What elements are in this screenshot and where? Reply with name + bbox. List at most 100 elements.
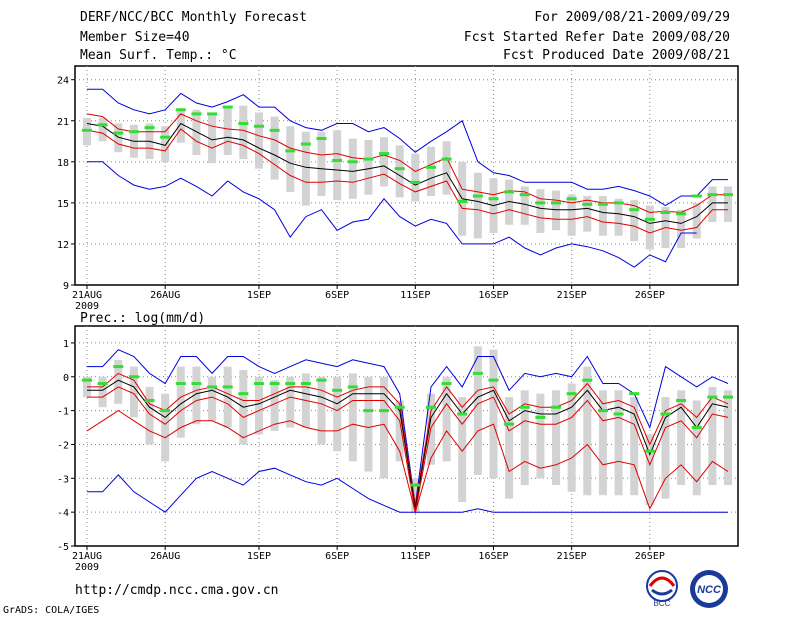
ensemble-box — [114, 123, 123, 153]
ensemble-box — [692, 400, 701, 496]
ensemble-box — [176, 108, 185, 143]
ensemble-box — [645, 205, 654, 250]
ensemble-box — [442, 376, 451, 462]
ensemble-box — [661, 397, 670, 499]
ensemble-box — [333, 130, 342, 201]
ensemble-box — [286, 376, 295, 428]
series-line-lower-red2 — [86, 410, 729, 515]
ensemble-box — [708, 386, 717, 486]
y-tick-label: -2 — [57, 440, 69, 451]
forecast-period: For 2009/08/21-2009/09/29 — [534, 10, 730, 25]
ensemble-box — [317, 376, 326, 445]
y-tick-label: 9 — [63, 281, 69, 292]
member-size: Member Size=40 — [80, 30, 190, 45]
x-tick-label: 1SEP — [247, 290, 271, 301]
x-tick-label: 16SEP — [478, 551, 508, 562]
ensemble-box — [724, 186, 732, 223]
ensemble-box — [223, 108, 232, 155]
x-tick-label: 21AUG — [72, 551, 102, 562]
ensemble-box — [395, 145, 404, 198]
ensemble-box — [239, 105, 248, 160]
y-tick-label: 21 — [57, 117, 69, 128]
ensemble-box — [192, 109, 201, 155]
ensemble-box — [583, 366, 592, 496]
ensemble-box — [724, 390, 732, 486]
ensemble-box — [426, 146, 435, 197]
series-line-max — [87, 349, 729, 506]
ensemble-box — [630, 200, 639, 242]
ensemble-box — [161, 126, 170, 162]
x-tick-label: 26AUG — [150, 551, 180, 562]
ensemble-box — [598, 196, 607, 236]
ensemble-box — [301, 131, 310, 206]
y-tick-label: 24 — [57, 76, 69, 87]
ensemble-box — [348, 373, 357, 462]
y-tick-label: -3 — [57, 474, 69, 485]
ensemble-box — [473, 172, 482, 239]
year-label: 2009 — [75, 562, 99, 573]
ensemble-box — [489, 349, 498, 479]
ensemble-box — [145, 386, 154, 445]
ensemble-box — [677, 390, 686, 486]
series-line-median — [87, 379, 729, 509]
y-tick-label: -1 — [57, 407, 69, 418]
ensemble-box — [520, 186, 529, 225]
bcc-logo: BCC — [646, 570, 678, 608]
y-tick-label: -4 — [57, 508, 69, 519]
ensemble-box — [567, 383, 576, 492]
footer-url[interactable]: http://cmdp.ncc.cma.gov.cn — [75, 583, 279, 598]
x-tick-label: 16SEP — [478, 290, 508, 301]
ensemble-box — [645, 434, 654, 506]
y-tick-label: 18 — [57, 158, 69, 169]
ensemble-box — [333, 376, 342, 452]
y-tick-label: -5 — [57, 542, 69, 553]
ensemble-box — [614, 198, 623, 236]
ensemble-box — [395, 400, 404, 462]
ensemble-box — [176, 366, 185, 438]
series-line-upper-red — [87, 372, 729, 506]
x-tick-label: 26AUG — [150, 290, 180, 301]
ensemble-box — [129, 366, 138, 418]
ensemble-box — [505, 179, 514, 225]
series-line-median — [86, 122, 728, 224]
ensemble-box — [161, 393, 170, 462]
ensemble-box — [505, 397, 514, 499]
ensemble-box — [270, 116, 279, 180]
ensemble-box — [630, 397, 639, 496]
x-tick-label: 1SEP — [247, 551, 271, 562]
series-line-min — [87, 467, 728, 513]
ensemble-box — [552, 390, 561, 486]
x-tick-label: 26SEP — [635, 290, 665, 301]
ncc-logo: NCC — [690, 570, 728, 608]
ensemble-box — [583, 196, 592, 232]
ensemble-box — [598, 390, 607, 496]
ensemble-box — [411, 478, 420, 513]
ensemble-box — [114, 359, 123, 404]
bcc-logo-text: BCC — [654, 599, 671, 608]
ensemble-box — [708, 186, 717, 223]
ensemble-box — [442, 141, 451, 195]
ensemble-box — [208, 112, 217, 164]
ensemble-box — [677, 209, 686, 249]
x-tick-label: 11SEP — [400, 551, 430, 562]
ensemble-box — [254, 376, 263, 435]
ensemble-box — [270, 380, 279, 431]
ensemble-box — [380, 137, 389, 187]
ncc-logo-text: NCC — [697, 584, 722, 596]
x-tick-label: 21AUG — [72, 290, 102, 301]
ensemble-box — [411, 153, 420, 202]
x-tick-label: 21SEP — [557, 551, 587, 562]
ensemble-box — [458, 397, 467, 502]
grads-credit: GrADS: COLA/IGES — [3, 605, 100, 616]
forecast-started: Fcst Started Refer Date 2009/08/20 — [463, 30, 730, 45]
series-line-min — [87, 161, 697, 268]
variable-label: Mean Surf. Temp.: °C — [80, 48, 237, 63]
x-tick-label: 11SEP — [400, 290, 430, 301]
ensemble-box — [536, 189, 545, 233]
ensemble-box — [348, 138, 357, 199]
ensemble-box — [98, 118, 107, 142]
forecast-produced: Fcst Produced Date 2009/08/21 — [503, 48, 730, 63]
plot-frame — [74, 325, 739, 547]
ensemble-box — [614, 390, 623, 496]
